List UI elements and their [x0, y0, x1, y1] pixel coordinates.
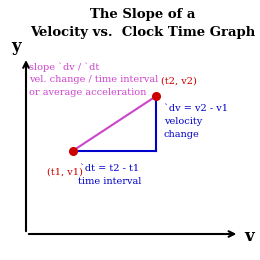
Text: Velocity vs.  Clock Time Graph: Velocity vs. Clock Time Graph [30, 26, 256, 39]
Text: velocity: velocity [164, 117, 202, 126]
Text: y: y [11, 38, 21, 55]
Text: v: v [244, 228, 254, 245]
Text: vel. change / time interval: vel. change / time interval [29, 75, 158, 84]
Text: (t1, v1): (t1, v1) [47, 168, 83, 177]
Text: time interval: time interval [77, 177, 141, 186]
Text: or average acceleration: or average acceleration [29, 88, 146, 98]
Text: (t2, v2): (t2, v2) [161, 77, 197, 86]
Text: The Slope of a: The Slope of a [90, 8, 196, 21]
Text: `dt = t2 - t1: `dt = t2 - t1 [80, 164, 139, 173]
Text: `dv = v2 - v1: `dv = v2 - v1 [164, 104, 228, 113]
Text: slope `dv / `dt: slope `dv / `dt [29, 62, 99, 72]
Text: change: change [164, 130, 200, 139]
